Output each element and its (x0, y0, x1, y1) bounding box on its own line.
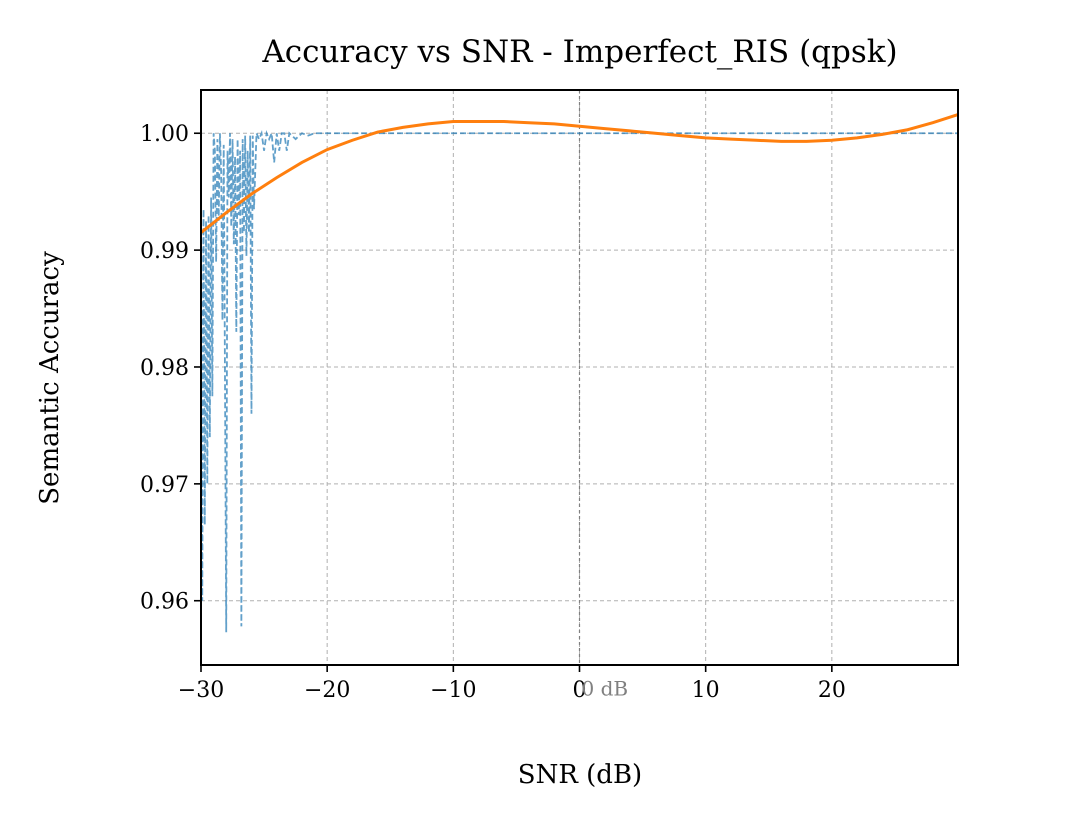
x-axis-label: SNR (dB) (518, 760, 642, 790)
x-tick-label: 10 (692, 678, 720, 703)
chart-title: Accuracy vs SNR - Imperfect_RIS (qpsk) (261, 34, 897, 70)
x-tick-label: 0 (573, 678, 587, 703)
y-tick-label: 0.96 (140, 590, 189, 615)
y-tick-label: 1.00 (140, 122, 189, 147)
zero-db-annotation: 0 dB (582, 677, 629, 701)
series-layer (200, 113, 959, 633)
x-tick-label: −20 (304, 678, 350, 703)
y-axis-label: Semantic Accuracy (35, 251, 65, 505)
ticks: −30 −20 −10 0 10 20 0.96 0.97 0.98 0.99 1.00 (140, 122, 846, 703)
y-tick-label: 0.97 (140, 473, 189, 498)
x-tick-label: −10 (430, 678, 476, 703)
x-tick-label: 20 (818, 678, 846, 703)
series-raw-line (200, 129, 958, 633)
grid (201, 90, 958, 665)
x-tick-label: −30 (178, 678, 224, 703)
y-tick-label: 0.98 (140, 356, 189, 381)
y-tick-label: 0.99 (140, 239, 189, 264)
series-fit-line (200, 113, 959, 234)
